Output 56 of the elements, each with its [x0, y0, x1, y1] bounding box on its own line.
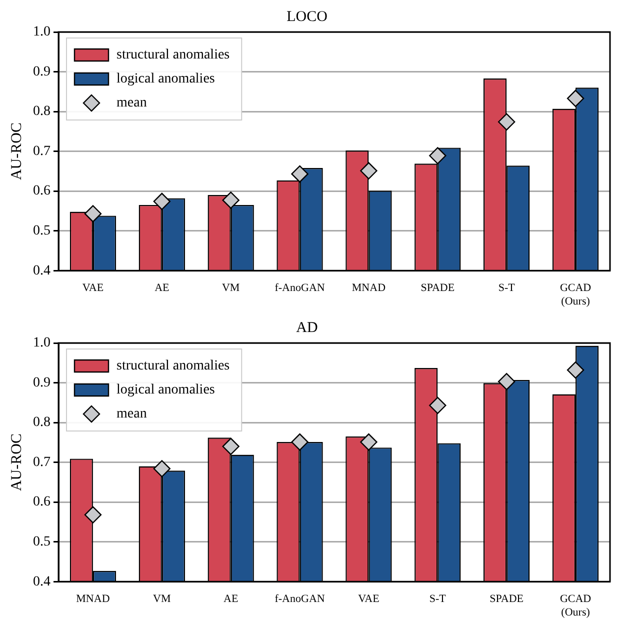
point [291, 433, 308, 451]
x-tick-label: S-T [498, 282, 516, 294]
x-tick-label: AE [224, 593, 238, 606]
x-tick-label: AE [154, 282, 170, 294]
legend-label: mean [116, 96, 147, 111]
y-tick-label: 1.0 [33, 24, 50, 40]
x-tick-label: VAE [358, 593, 380, 606]
point [498, 372, 516, 390]
point [498, 113, 516, 130]
y-tick-label: 1.0 [33, 336, 50, 351]
point [360, 162, 378, 180]
x-tick-label: MNAD [352, 282, 386, 294]
x-tick-label: SPADE [490, 593, 524, 606]
point [429, 396, 446, 414]
point [566, 90, 584, 108]
y-tick-label: 0.7 [33, 144, 50, 159]
point [429, 147, 446, 164]
y-tick-label: 0.4 [33, 574, 50, 590]
x-tick-label: SPADE [420, 282, 455, 294]
x-tick-label: S-T [429, 593, 446, 606]
y-tick-label: 0.8 [33, 415, 50, 430]
legend-label: logical anomalies [116, 382, 215, 398]
x-tick-label: GCAD (Ours) [560, 282, 592, 308]
x-tick-label: f-AnoGAN [274, 282, 325, 294]
legend-label: mean [116, 406, 147, 422]
y-tick-label: 0.7 [33, 454, 50, 470]
x-tick-label: MNAD [76, 593, 110, 606]
point [153, 192, 171, 210]
y-tick-label: 0.6 [33, 494, 50, 510]
y-tick-label: 0.5 [33, 224, 50, 239]
point [84, 506, 102, 524]
chart-title: LOCO [286, 8, 328, 25]
point [153, 460, 171, 478]
legend-label: logical anomalies [116, 72, 215, 87]
y-axis-title: AU-ROC [8, 122, 25, 180]
y-tick-label: 0.6 [33, 184, 50, 199]
point [222, 192, 240, 209]
chart-title: AD [296, 320, 318, 336]
y-tick-label: 0.4 [33, 263, 50, 278]
x-tick-label: VM [222, 282, 240, 294]
x-tick-label: VAE [82, 282, 104, 294]
point [222, 438, 240, 455]
point [84, 205, 102, 222]
y-tick-label: 0.8 [33, 104, 50, 120]
y-axis-title: AU-ROC [8, 434, 25, 492]
point [291, 165, 308, 183]
legend-label: structural anomalies [116, 358, 230, 374]
y-tick-label: 0.5 [33, 534, 50, 550]
x-tick-label: f-AnoGAN [274, 593, 325, 606]
point [566, 361, 584, 379]
y-tick-label: 0.9 [33, 64, 50, 80]
point [360, 433, 378, 451]
x-tick-label: VM [153, 593, 171, 606]
x-tick-label: GCAD (Ours) [560, 593, 592, 618]
legend-label: structural anomalies [116, 48, 230, 63]
y-tick-label: 0.9 [33, 375, 50, 390]
